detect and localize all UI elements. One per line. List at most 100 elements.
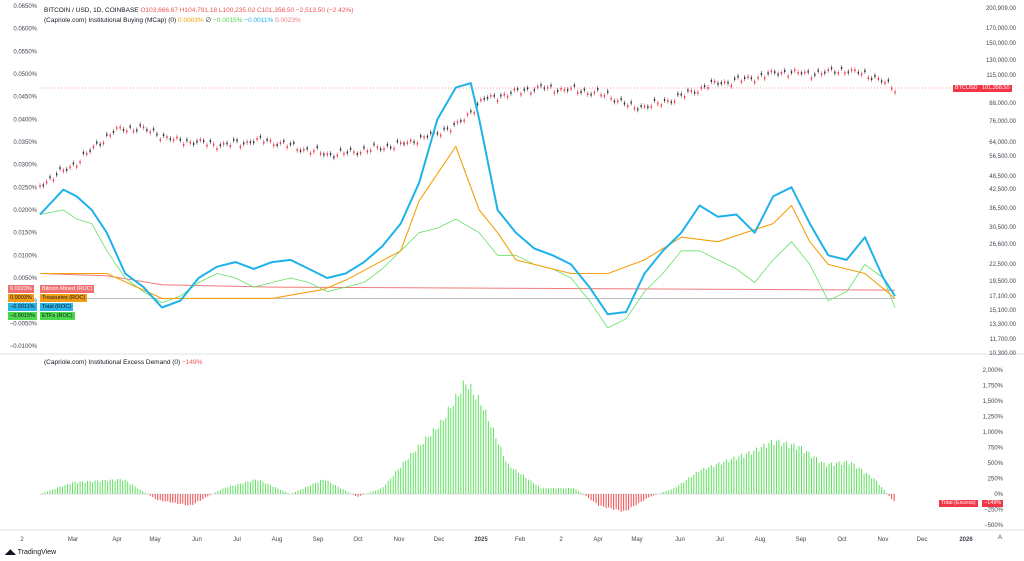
price-candle — [436, 132, 439, 135]
price-candle — [219, 144, 222, 147]
price-candle — [827, 69, 829, 72]
price-candle — [750, 77, 753, 80]
right-price-tick: 13,300.00 — [989, 322, 1016, 328]
price-candle — [476, 103, 479, 106]
x-axis-tick: Apr — [112, 537, 121, 543]
price-candle — [443, 127, 445, 130]
price-candle — [807, 70, 809, 73]
tradingview-logo[interactable]: ◢◣ TradingView — [5, 548, 56, 556]
symbol-title[interactable]: BITCOIN / USD, 1D, COINBASE O103,666.67 … — [44, 7, 353, 14]
indicator1-title[interactable]: (Capriole.com) Institutional Buying (MCa… — [44, 16, 301, 24]
price-candle — [493, 94, 495, 97]
price-candle — [486, 96, 489, 99]
price-candle — [820, 73, 823, 76]
price-candle — [536, 85, 539, 88]
price-candle — [383, 148, 385, 151]
price-candle — [617, 100, 619, 103]
price-candle — [66, 168, 68, 171]
legend-etf-name: ETFs (ROC) — [40, 312, 75, 320]
price-candle — [623, 102, 626, 105]
left-axis-tick: 0.0200% — [13, 208, 37, 214]
price-candle — [246, 141, 248, 144]
price-candle — [566, 89, 569, 92]
tv-logo-icon: ◢◣ — [5, 549, 16, 556]
price-candle — [146, 129, 148, 132]
price-candle — [774, 71, 776, 74]
auto-scale-button[interactable]: A — [998, 535, 1003, 541]
left-axis-tick: −0.0100% — [10, 344, 38, 350]
x-axis-tick: Dec — [917, 537, 928, 543]
price-candle — [483, 97, 485, 100]
price-candle — [336, 154, 338, 157]
price-candle — [122, 128, 125, 131]
indicator2-title[interactable]: (Capriole.com) Institutional Excess Dema… — [44, 359, 202, 366]
price-candle — [450, 130, 452, 133]
price-candle — [723, 81, 726, 84]
right-price-tick: 48,500.00 — [989, 174, 1016, 180]
price-candle — [860, 73, 863, 76]
price-candle — [359, 152, 362, 155]
price-candle — [363, 146, 365, 149]
price-candle — [410, 139, 412, 142]
price-candle — [570, 87, 572, 90]
x-axis-tick: Jun — [675, 537, 685, 543]
price-candle — [530, 92, 532, 95]
price-tag-symbol: BTCUSD — [953, 85, 980, 92]
price-candle — [109, 134, 111, 137]
legend-mined-value: 0.0023% — [8, 285, 34, 293]
price-candle — [683, 96, 686, 99]
price-candle — [710, 79, 713, 82]
price-candle — [182, 143, 185, 146]
x-axis-tick: Oct — [837, 537, 847, 543]
price-candle — [206, 144, 208, 147]
price-candle — [727, 81, 729, 84]
price-candle — [126, 130, 128, 133]
price-candle — [199, 138, 202, 141]
price-candle — [456, 121, 459, 124]
price-candle — [400, 142, 402, 145]
price-candle — [89, 149, 91, 152]
price-candle — [139, 124, 141, 127]
left-axis-tick: 0.0600% — [13, 27, 37, 33]
symbol-name: BITCOIN / USD, 1D, COINBASE — [44, 7, 139, 14]
price-candle — [874, 74, 876, 77]
price-candle — [790, 71, 793, 74]
price-candle — [496, 100, 499, 103]
right-pct-tick: 500% — [988, 461, 1004, 467]
price-candle — [520, 93, 522, 96]
right-price-tick: 115,000.00 — [986, 73, 1016, 79]
price-candle — [386, 143, 389, 146]
x-axis-tick: Jun — [192, 537, 202, 543]
left-axis-tick: 0.0350% — [13, 140, 37, 146]
left-axis-tick: 0.0100% — [13, 253, 37, 259]
price-candle — [627, 105, 629, 108]
price-candle — [440, 134, 442, 137]
price-candle — [733, 77, 736, 80]
price-candle — [453, 123, 455, 126]
left-axis-tick: 0.0050% — [13, 276, 37, 282]
price-candle — [703, 85, 706, 88]
right-price-tick: 26,600.00 — [989, 242, 1016, 248]
x-axis-tick: May — [631, 537, 642, 543]
x-axis-tick: 2 — [559, 537, 563, 543]
price-candle — [516, 87, 519, 90]
price-candle — [369, 149, 372, 152]
x-axis-tick: Jul — [716, 537, 724, 543]
price-candle — [72, 162, 75, 165]
ohlc-low: L100,235.02 — [218, 7, 256, 14]
price-candle — [212, 143, 215, 146]
price-candle — [403, 142, 405, 145]
price-candle — [430, 131, 432, 134]
price-candle — [286, 146, 288, 149]
price-candle — [870, 77, 873, 80]
price-candle — [92, 145, 95, 148]
left-axis-tick: 0.0550% — [13, 49, 37, 55]
price-candle — [159, 139, 161, 142]
price-candle — [243, 142, 245, 145]
price-candle — [597, 88, 599, 91]
price-candle — [69, 166, 71, 169]
x-axis-tick: Nov — [394, 537, 405, 543]
price-candle — [293, 141, 295, 144]
price-candle — [216, 148, 218, 151]
